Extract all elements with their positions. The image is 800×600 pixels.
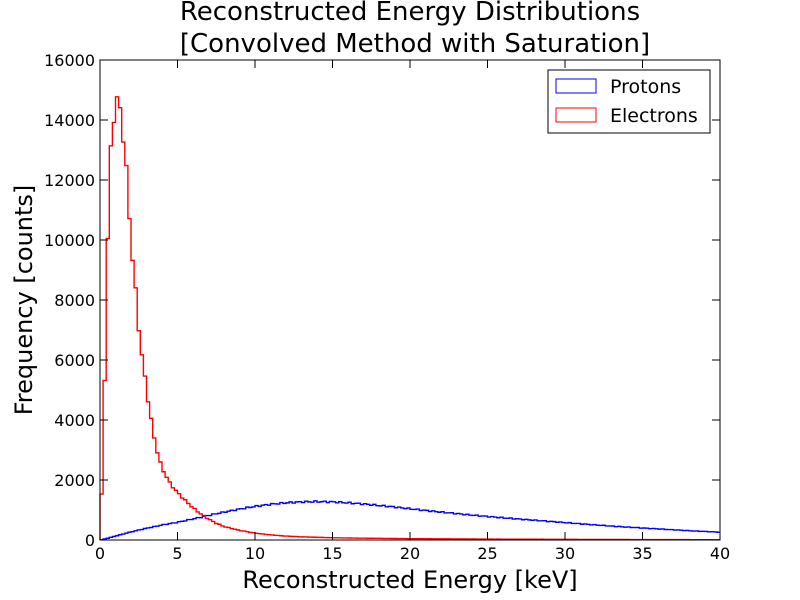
x-axis-label: Reconstructed Energy [keV] (242, 566, 577, 594)
x-tick-label: 35 (632, 544, 652, 563)
y-tick-label: 2000 (54, 471, 95, 490)
y-tick-label: 6000 (54, 351, 95, 370)
y-tick-label: 4000 (54, 411, 95, 430)
x-tick-label: 5 (172, 544, 182, 563)
chart-title-line-1: Reconstructed Energy Distributions (180, 0, 640, 27)
histogram-series-electrons (99, 96, 720, 541)
y-tick-label: 16000 (44, 51, 95, 70)
y-tick-label: 14000 (44, 111, 95, 130)
x-tick-label: 0 (95, 544, 105, 563)
legend-swatch-electrons (555, 107, 597, 123)
chart-title-line-2: [Convolved Method with Saturation] (180, 29, 650, 59)
legend-label-protons: Protons (610, 76, 681, 98)
x-tick-label: 30 (555, 544, 575, 563)
x-tick-label: 20 (400, 544, 420, 563)
plot-area (99, 96, 720, 541)
y-tick-label: 8000 (54, 291, 95, 310)
x-tick-label: 40 (710, 544, 730, 563)
legend: Protons Electrons (547, 69, 711, 134)
y-tick-label: 12000 (44, 171, 95, 190)
x-tick-label: 15 (322, 544, 342, 563)
x-tick-label: 25 (477, 544, 497, 563)
y-tick-label: 0 (85, 531, 95, 550)
histogram-series-protons (99, 500, 720, 541)
legend-label-electrons: Electrons (610, 105, 698, 127)
legend-swatch-protons (555, 78, 597, 94)
x-tick-label: 10 (245, 544, 265, 563)
y-axis-label: Frequency [counts] (10, 185, 38, 416)
y-tick-label: 10000 (44, 231, 95, 250)
